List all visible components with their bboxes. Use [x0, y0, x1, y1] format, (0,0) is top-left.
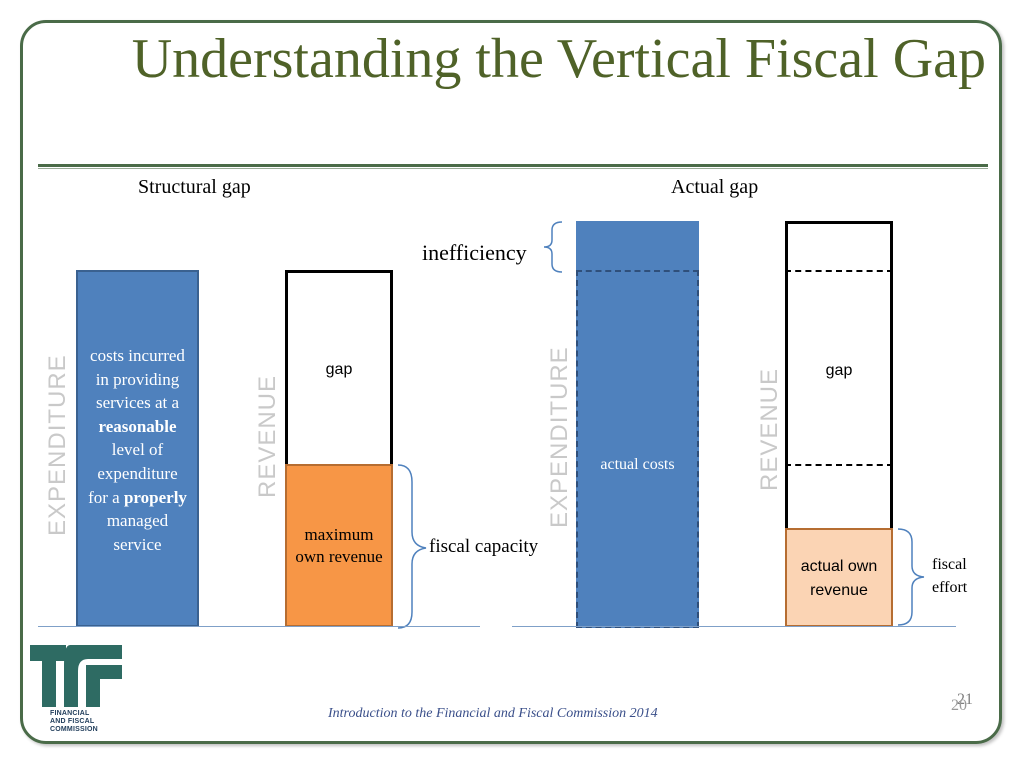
cost-text-line: for a properly [78, 486, 197, 510]
actual-gap-heading: Actual gap [671, 176, 759, 198]
title-divider [38, 164, 988, 167]
fiscal-capacity-brace [397, 464, 427, 629]
actual-revenue-axis-label: REVENUE [756, 367, 783, 491]
cost-text-prefix: for a [88, 487, 124, 507]
cost-text-line: services at a [95, 393, 180, 413]
cost-text-bold: properly [123, 487, 187, 507]
actual-baseline [512, 626, 956, 627]
fiscal-effort-line: effort [932, 579, 968, 596]
structural-expenditure-axis-label: EXPENDITURE [44, 354, 71, 536]
page-number-overlap: 20 [951, 697, 967, 714]
actual-expenditure-axis-label: EXPENDITURE [546, 346, 573, 528]
slide-frame [20, 20, 1002, 744]
actual-gap-dashed-region: gap [785, 270, 893, 466]
logo-shape [30, 645, 66, 661]
actual-revenue-line: actual own [800, 558, 878, 575]
cost-text-line: reasonable [98, 416, 177, 436]
structural-revenue-axis-label: REVENUE [254, 374, 281, 498]
structural-gap-box: gap [285, 270, 393, 467]
footer-text: Introduction to the Financial and Fiscal… [328, 706, 658, 721]
inefficiency-label: inefficiency [422, 240, 527, 265]
cost-text-line: costs incurred [90, 346, 185, 365]
logo-shape [64, 645, 122, 707]
actual-costs-label: actual costs [600, 456, 675, 473]
cost-text-line: in providing [95, 369, 180, 389]
actual-cost-dashed-outline [576, 270, 699, 628]
logo-shape [42, 661, 56, 707]
actual-gap-label: gap [825, 362, 853, 379]
max-revenue-line: maximum [304, 525, 374, 544]
logo-text-line: FINANCIAL [50, 710, 90, 717]
fiscal-effort-label: fiscal effort [932, 553, 967, 599]
cost-text-line: expenditure [97, 463, 178, 483]
logo-shape [86, 665, 122, 707]
cost-text-line: managed [106, 511, 169, 531]
structural-gap-label: gap [325, 361, 353, 378]
actual-revenue-line: revenue [810, 582, 868, 599]
ffc-logo-icon [30, 645, 122, 707]
structural-expenditure-bar: costs incurred in providing services at … [76, 270, 199, 627]
slide-title: Understanding the Vertical Fiscal Gap [131, 28, 986, 90]
structural-baseline [38, 626, 480, 627]
title-divider-shadow [38, 168, 988, 169]
structural-gap-heading: Structural gap [138, 176, 251, 198]
cost-text-line: service [113, 534, 162, 554]
brace-path [543, 221, 563, 273]
inefficiency-brace [543, 221, 563, 273]
fiscal-effort-brace [897, 528, 925, 626]
logo-text-line: COMMISSION [50, 726, 98, 733]
structural-expenditure-text: costs incurred in providing services at … [78, 344, 197, 556]
structural-max-revenue-bar: maximum own revenue [285, 464, 393, 627]
actual-own-revenue-bar: actual own revenue [785, 528, 893, 627]
logo-text: FINANCIAL AND FISCAL COMMISSION [50, 710, 98, 734]
page-number: 21 [957, 691, 973, 708]
fiscal-capacity-label: fiscal capacity [429, 536, 539, 557]
max-revenue-label: maximum own revenue [287, 524, 391, 568]
brace-path [897, 528, 925, 626]
logo-text-line: AND FISCAL [50, 718, 95, 725]
cost-text-line: level of [111, 440, 164, 460]
actual-expenditure-bar: actual costs [576, 221, 699, 628]
max-revenue-line: own revenue [295, 547, 383, 566]
fiscal-effort-line: fiscal [932, 556, 967, 573]
brace-path [397, 464, 427, 629]
actual-own-revenue-label: actual own revenue [787, 555, 891, 603]
